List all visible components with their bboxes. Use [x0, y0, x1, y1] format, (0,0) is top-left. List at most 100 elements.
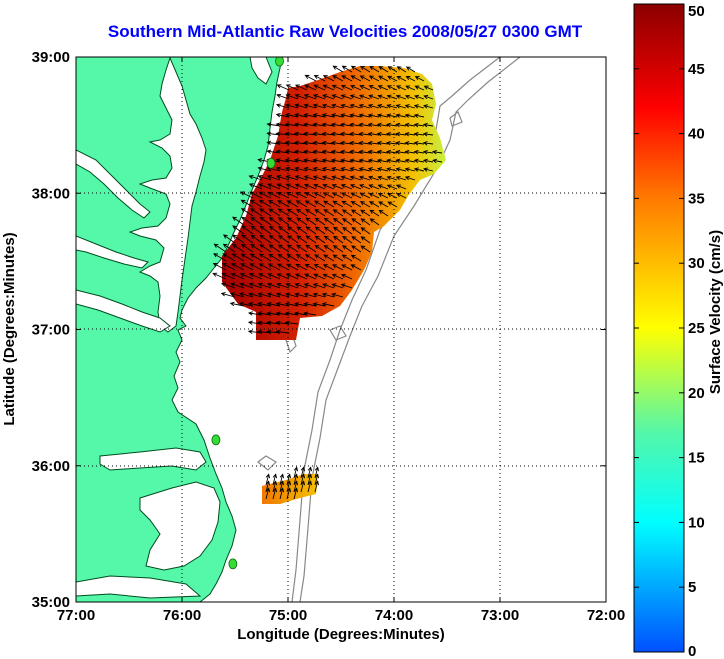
velocity-vector	[350, 200, 362, 208]
velocity-vector	[321, 103, 335, 109]
velocity-vector	[222, 253, 236, 262]
velocity-vector	[213, 253, 227, 262]
velocity-vector	[313, 264, 326, 271]
velocity-vector	[267, 183, 281, 190]
velocity-vector	[268, 200, 281, 208]
velocity-vector	[349, 167, 362, 172]
velocity-vector	[422, 131, 434, 137]
velocity-vector	[313, 273, 326, 280]
velocity-vector	[404, 175, 416, 181]
velocity-vector	[220, 292, 236, 298]
velocity-vector	[250, 234, 263, 244]
velocity-vector	[294, 311, 308, 316]
velocity-vector	[322, 192, 335, 199]
velocity-vector	[405, 85, 416, 91]
velocity-vector	[230, 282, 245, 289]
velocity-vector	[331, 273, 344, 280]
velocity-vector	[248, 273, 263, 280]
velocity-vector	[213, 243, 227, 253]
velocity-vector	[303, 292, 317, 298]
velocity-vector	[349, 175, 362, 181]
velocity-vector	[413, 122, 425, 128]
velocity-vector	[259, 225, 272, 235]
velocity-vector	[312, 158, 326, 163]
velocity-vector	[286, 200, 299, 208]
velocity-vector	[422, 149, 434, 155]
velocity-vector	[222, 243, 236, 253]
velocity-vector	[404, 122, 416, 128]
velocity-vector	[413, 167, 425, 172]
velocity-vector	[272, 487, 278, 500]
velocity-vector	[342, 226, 353, 235]
velocity-vector	[312, 113, 326, 118]
velocity-vector	[323, 217, 335, 226]
velocity-vector	[294, 113, 308, 118]
y-axis-label: Latitude (Degrees:Minutes)	[1, 232, 18, 425]
velocity-vector	[304, 192, 317, 199]
velocity-vector	[276, 282, 290, 289]
velocity-vector	[395, 85, 407, 91]
velocity-vector	[303, 302, 317, 307]
velocity-vector	[386, 167, 398, 172]
velocity-vector	[340, 131, 353, 137]
velocity-vector	[275, 329, 290, 335]
colorbar-tick-label: 35	[688, 190, 705, 207]
velocity-vector	[395, 104, 407, 109]
velocity-vector	[321, 292, 335, 298]
velocity-vector	[405, 66, 416, 73]
velocity-vector	[276, 175, 290, 181]
colorbar-tick-label: 10	[688, 514, 705, 531]
velocity-vector	[294, 103, 308, 109]
velocity-vector	[276, 84, 290, 91]
velocity-vector	[351, 245, 362, 253]
velocity-vector	[369, 209, 380, 217]
velocity-vector	[294, 283, 308, 289]
velocity-vector	[349, 149, 362, 155]
velocity-vector	[259, 234, 272, 244]
velocity-vector	[303, 113, 317, 118]
velocity-vector	[386, 94, 398, 100]
velocity-vector	[278, 226, 290, 235]
velocity-vector	[275, 149, 290, 154]
velocity-vector	[294, 158, 308, 163]
velocity-vector	[322, 94, 335, 100]
velocity-vector	[351, 227, 362, 235]
velocity-vector	[266, 149, 281, 154]
delaware-bay	[249, 57, 273, 85]
velocity-vector	[240, 208, 254, 217]
velocity-vector	[275, 166, 290, 172]
velocity-vector	[404, 131, 416, 137]
velocity-vector	[294, 166, 308, 172]
velocity-vector	[314, 226, 326, 235]
velocity-vector	[358, 131, 371, 137]
velocity-vector	[230, 263, 245, 271]
chesapeake-bay	[128, 57, 207, 333]
velocity-vector	[360, 227, 371, 235]
velocity-vector	[349, 122, 362, 127]
velocity-vector	[350, 264, 362, 271]
velocity-vector	[240, 253, 254, 262]
velocity-vector	[395, 131, 407, 137]
velocity-vector	[275, 122, 290, 127]
velocity-vector	[358, 122, 371, 128]
velocity-vector	[221, 282, 236, 289]
velocity-vector	[304, 200, 317, 208]
velocity-vector	[423, 85, 434, 91]
velocity-vector	[303, 166, 317, 172]
colorbar-tick-label: 50	[688, 3, 705, 20]
velocity-vector	[360, 218, 371, 226]
velocity-vector	[340, 166, 353, 172]
velocity-vector	[331, 183, 344, 190]
velocity-vector	[386, 175, 398, 181]
velocity-vector	[331, 175, 344, 181]
velocity-vector	[312, 166, 326, 172]
velocity-vector	[368, 184, 380, 190]
velocity-vector	[222, 234, 236, 244]
velocity-vector	[304, 84, 317, 91]
velocity-vector	[258, 191, 272, 199]
colorbar-tick-label: 20	[688, 385, 705, 402]
velocity-vector	[294, 122, 308, 127]
velocity-vector	[259, 244, 272, 253]
velocity-vector	[368, 75, 380, 82]
